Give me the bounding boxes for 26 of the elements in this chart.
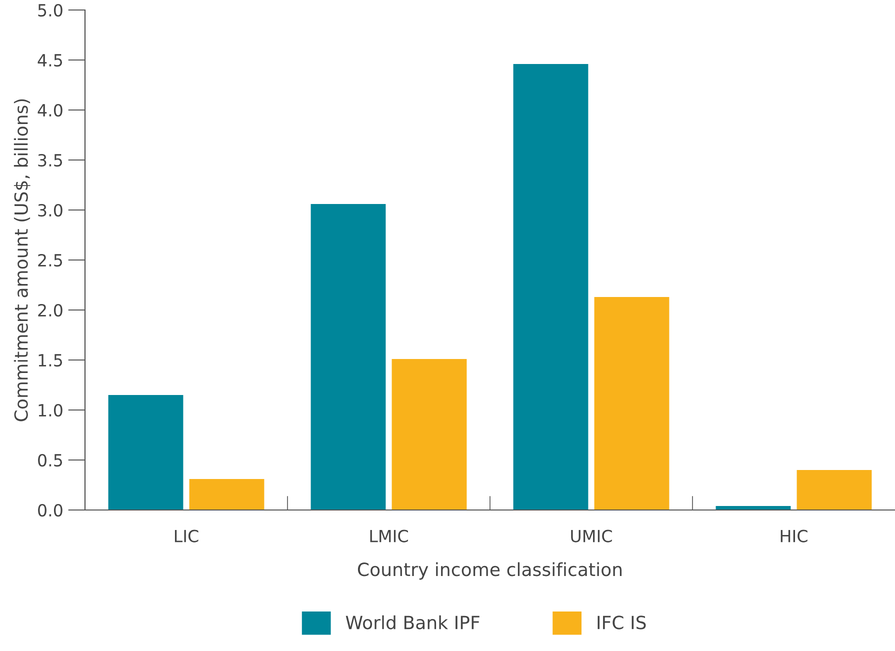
bar	[189, 479, 264, 510]
x-tick-label: LMIC	[370, 530, 408, 542]
legend-label: World Bank IPF	[346, 615, 480, 630]
bar	[513, 64, 588, 510]
bar	[108, 395, 184, 510]
x-axis-title: Country income classification	[358, 562, 622, 580]
bar	[796, 470, 872, 510]
y-tick-label: 4.5	[38, 54, 62, 67]
y-tick-label: 1.0	[38, 404, 62, 417]
legend-label: IFC IS	[598, 616, 646, 630]
y-tick-label: 3.0	[38, 204, 62, 217]
y-tick-label: 1.5	[38, 354, 62, 367]
y-tick-label: 5.0	[38, 4, 62, 17]
y-tick-label: 3.5	[38, 154, 62, 167]
bar	[392, 359, 467, 510]
x-tick-label: UMIC	[571, 530, 612, 542]
y-tick-label: 2.5	[38, 254, 62, 267]
x-tick-label: LIC	[174, 530, 198, 542]
bar	[310, 204, 386, 510]
y-tick-label: 2.0	[38, 304, 62, 317]
x-tick-label: HIC	[780, 530, 808, 542]
y-tick-label: 0.0	[38, 504, 62, 517]
y-axis-title: Commitment amount (US$, billions)	[14, 99, 30, 422]
y-tick-label: 4.0	[38, 104, 62, 117]
bar	[594, 297, 670, 510]
y-tick-label: 0.5	[38, 454, 62, 467]
